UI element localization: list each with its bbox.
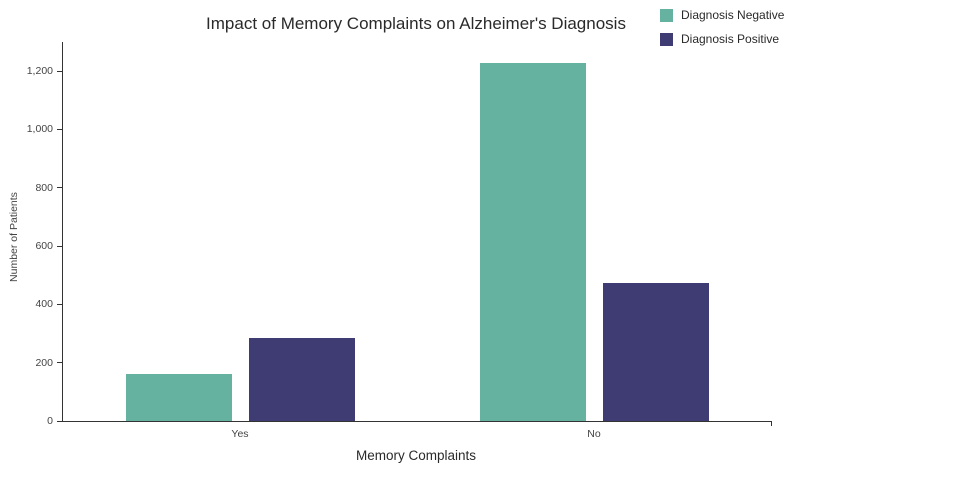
y-tick-label: 400 — [35, 298, 53, 311]
legend-label-positive: Diagnosis Positive — [681, 32, 780, 46]
legend-item-diagnosis-negative[interactable]: Diagnosis Negative — [660, 8, 784, 22]
y-tick-label: 1,200 — [26, 65, 53, 78]
x-axis-title: Memory Complaints — [355, 448, 477, 463]
y-tick-mark — [57, 362, 62, 364]
bar-diagnosis-negative-no — [479, 63, 586, 421]
bar-diagnosis-positive-no — [602, 282, 709, 421]
plot-area: 0 200 400 600 800 1,000 1,200 Yes No — [27, 42, 772, 440]
y-tick-mark — [57, 187, 62, 189]
y-tick-label: 1,000 — [26, 123, 53, 136]
legend-swatch-positive — [660, 32, 673, 46]
legend-label-negative: Diagnosis Negative — [681, 8, 785, 22]
y-axis-title: Number of Patients — [8, 192, 20, 282]
x-tick-label-no: No — [587, 428, 601, 440]
x-axis-end-tick — [771, 421, 772, 426]
chart-title: Impact of Memory Complaints on Alzheimer… — [206, 14, 626, 33]
y-tick-label: 200 — [35, 356, 53, 369]
x-tick-label-yes: Yes — [231, 428, 249, 440]
y-tick-mark — [57, 128, 62, 130]
y-tick-label: 600 — [35, 240, 53, 253]
y-tick-mark — [57, 420, 62, 422]
y-tick-mark — [57, 303, 62, 305]
y-tick-mark — [57, 70, 62, 72]
legend-swatch-negative — [660, 8, 673, 22]
legend-item-diagnosis-positive[interactable]: Diagnosis Positive — [660, 32, 784, 46]
bar-diagnosis-positive-yes — [248, 337, 355, 421]
y-tick-label: 0 — [47, 415, 53, 427]
bar-diagnosis-negative-yes — [125, 374, 232, 421]
y-tick-label: 800 — [35, 181, 53, 194]
y-tick-mark — [57, 245, 62, 247]
legend: Diagnosis Negative Diagnosis Positive — [660, 8, 784, 46]
